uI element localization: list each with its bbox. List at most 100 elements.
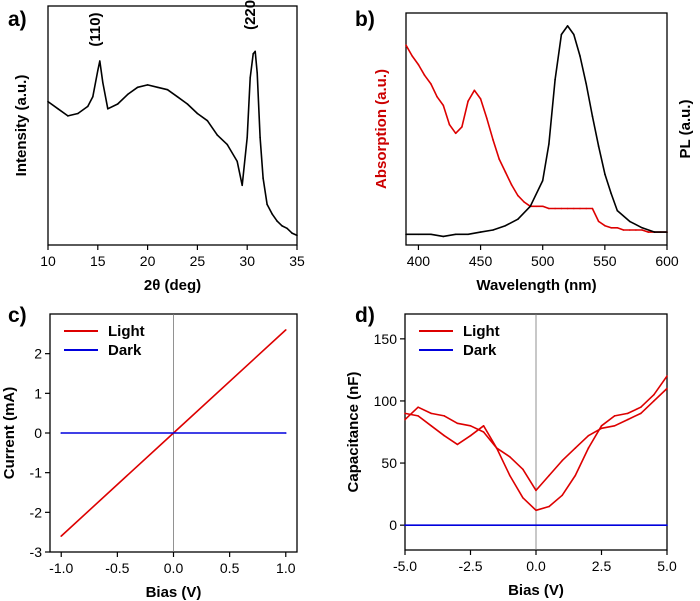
- data-point: [579, 55, 581, 57]
- series-line-series-0: [47, 50, 298, 237]
- data-point: [610, 192, 612, 195]
- data-point: [504, 171, 507, 173]
- y-tick-label: 0: [34, 425, 42, 441]
- x-axis-label: Bias (V): [146, 584, 202, 601]
- data-point: [666, 524, 668, 526]
- data-point: [57, 108, 59, 110]
- x-tick-label: 0.5: [220, 560, 240, 576]
- data-point: [469, 434, 472, 437]
- data-point: [259, 136, 261, 139]
- data-point: [597, 220, 600, 223]
- legend-label: Light: [108, 323, 145, 340]
- data-point: [522, 468, 524, 471]
- data-point: [554, 207, 556, 210]
- panel-a: a) 10 15 20 25 30 35 2θ (deg) Intensity (a.u.) (1…: [8, 0, 305, 294]
- data-point: [102, 81, 104, 84]
- data-point: [430, 425, 433, 427]
- data-point: [504, 224, 507, 227]
- data-point: [587, 447, 590, 449]
- data-point: [548, 505, 550, 508]
- data-point: [510, 184, 513, 186]
- y-tick-label: 100: [374, 393, 398, 409]
- data-point: [616, 227, 619, 229]
- y-tick-label: 50: [381, 455, 397, 471]
- y-tick-label: 150: [374, 331, 398, 347]
- data-point: [613, 415, 616, 417]
- data-point: [469, 425, 472, 427]
- data-point: [548, 143, 550, 145]
- series-line-pl: [406, 25, 667, 238]
- data-point: [443, 434, 446, 437]
- data-point: [456, 422, 459, 425]
- data-point: [241, 184, 243, 187]
- data-point: [492, 229, 494, 231]
- legend-label: Light: [463, 323, 500, 340]
- y-axis-label: Intensity (a.u.): [13, 75, 30, 177]
- panel-d: d) -5.0 -2.5 0.0 2.5 5.0 0 50 100 150 Bias (V) Capa…: [345, 304, 677, 599]
- data-point: [535, 205, 538, 208]
- legend-label: Dark: [108, 342, 142, 359]
- data-point: [454, 132, 457, 135]
- data-point: [666, 375, 668, 377]
- panel-b: b) 400 450 500 550 600 Wavelength (nm) Absorpti…: [355, 8, 694, 294]
- data-point: [574, 474, 577, 477]
- data-point: [286, 227, 288, 230]
- x-tick-label: 500: [531, 253, 555, 269]
- data-point: [566, 25, 569, 27]
- data-point: [517, 218, 519, 220]
- data-point: [467, 100, 469, 102]
- data-point: [600, 427, 603, 430]
- x-tick-label: 550: [593, 253, 617, 269]
- data-point: [628, 229, 631, 231]
- data-point: [254, 50, 256, 53]
- plot-frame: [47, 5, 298, 246]
- data-point: [67, 115, 69, 117]
- data-point: [454, 233, 457, 236]
- data-point: [404, 524, 406, 526]
- y-tick-label: -1: [30, 465, 43, 481]
- data-point: [246, 136, 248, 139]
- data-point: [404, 418, 406, 421]
- data-point: [196, 112, 199, 115]
- data-point: [626, 412, 629, 415]
- data-point: [579, 207, 581, 210]
- data-point: [266, 203, 268, 206]
- data-point: [495, 447, 498, 449]
- panel-c: c) -1.0 -0.5 0.0 0.5 1.0 -3 -2 -1 0 1 2 Bias (V) Curr…: [1, 304, 298, 601]
- data-point: [600, 425, 603, 427]
- data-point: [641, 227, 643, 229]
- data-point: [616, 209, 619, 212]
- data-point: [641, 229, 643, 231]
- x-tick-label: 35: [289, 253, 305, 269]
- data-point: [482, 425, 485, 427]
- data-point: [541, 179, 544, 182]
- data-point: [99, 60, 101, 62]
- data-point: [256, 72, 259, 74]
- data-point: [60, 432, 62, 434]
- data-point: [523, 201, 525, 203]
- data-point: [467, 233, 469, 236]
- data-point: [509, 456, 511, 458]
- data-point: [561, 459, 563, 462]
- y-tick-label: 0: [389, 517, 397, 533]
- data-point: [436, 96, 438, 98]
- data-point: [417, 233, 420, 236]
- data-point: [573, 33, 575, 36]
- data-point: [492, 138, 494, 141]
- x-tick-label: -2.5: [458, 558, 482, 574]
- data-point: [249, 76, 251, 79]
- x-tick-label: 0.0: [164, 560, 184, 576]
- data-point: [653, 231, 656, 233]
- data-point: [574, 447, 577, 449]
- data-point: [535, 509, 537, 512]
- data-point: [573, 207, 575, 210]
- data-point: [622, 229, 625, 231]
- data-point: [417, 415, 419, 417]
- x-tick-label: 1.0: [276, 560, 296, 576]
- data-point: [262, 177, 264, 179]
- data-point: [482, 431, 485, 433]
- data-point: [271, 213, 273, 215]
- panel-label: d): [355, 304, 375, 327]
- data-point: [430, 83, 432, 85]
